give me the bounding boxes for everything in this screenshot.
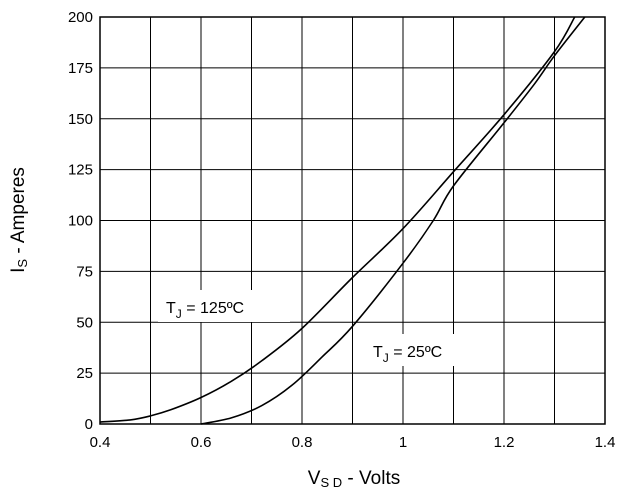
y-tick-label: 100 — [68, 213, 93, 230]
y-tick-label: 125 — [68, 162, 93, 179]
y-tick-label: 175 — [68, 60, 93, 77]
series-label-25c-bg — [368, 334, 473, 366]
grid-lines — [100, 17, 605, 424]
x-tick-label: 0.4 — [90, 434, 111, 451]
y-tick-label: 50 — [76, 314, 93, 331]
y-tick-label: 150 — [68, 111, 93, 128]
series-curves — [99, 16, 586, 425]
series-curve-125c — [99, 16, 576, 423]
series-label-125c: TJ = 125ºC — [166, 300, 244, 321]
y-tick-label: 0 — [85, 416, 93, 433]
y-axis-label: IS - Amperes — [8, 167, 30, 273]
tick-labels: 0.4 0.6 0.8 1 1.2 1.4 0 25 50 75 100 125 150 175 200 — [68, 9, 615, 451]
x-tick-label: 1 — [399, 434, 407, 451]
y-tick-label: 200 — [68, 9, 93, 26]
x-tick-label: 1.4 — [595, 434, 616, 451]
x-tick-label: 1.2 — [494, 434, 515, 451]
x-axis-label: VS D - Volts — [308, 468, 400, 490]
x-tick-label: 0.6 — [191, 434, 212, 451]
series-curve-25c — [200, 16, 586, 425]
x-tick-label: 0.8 — [292, 434, 313, 451]
y-tick-label: 75 — [76, 263, 93, 280]
series-label-125c-bg — [158, 290, 290, 322]
y-tick-label: 25 — [76, 365, 93, 382]
series-label-25c: TJ = 25ºC — [373, 344, 442, 365]
plot-frame — [99, 16, 606, 425]
